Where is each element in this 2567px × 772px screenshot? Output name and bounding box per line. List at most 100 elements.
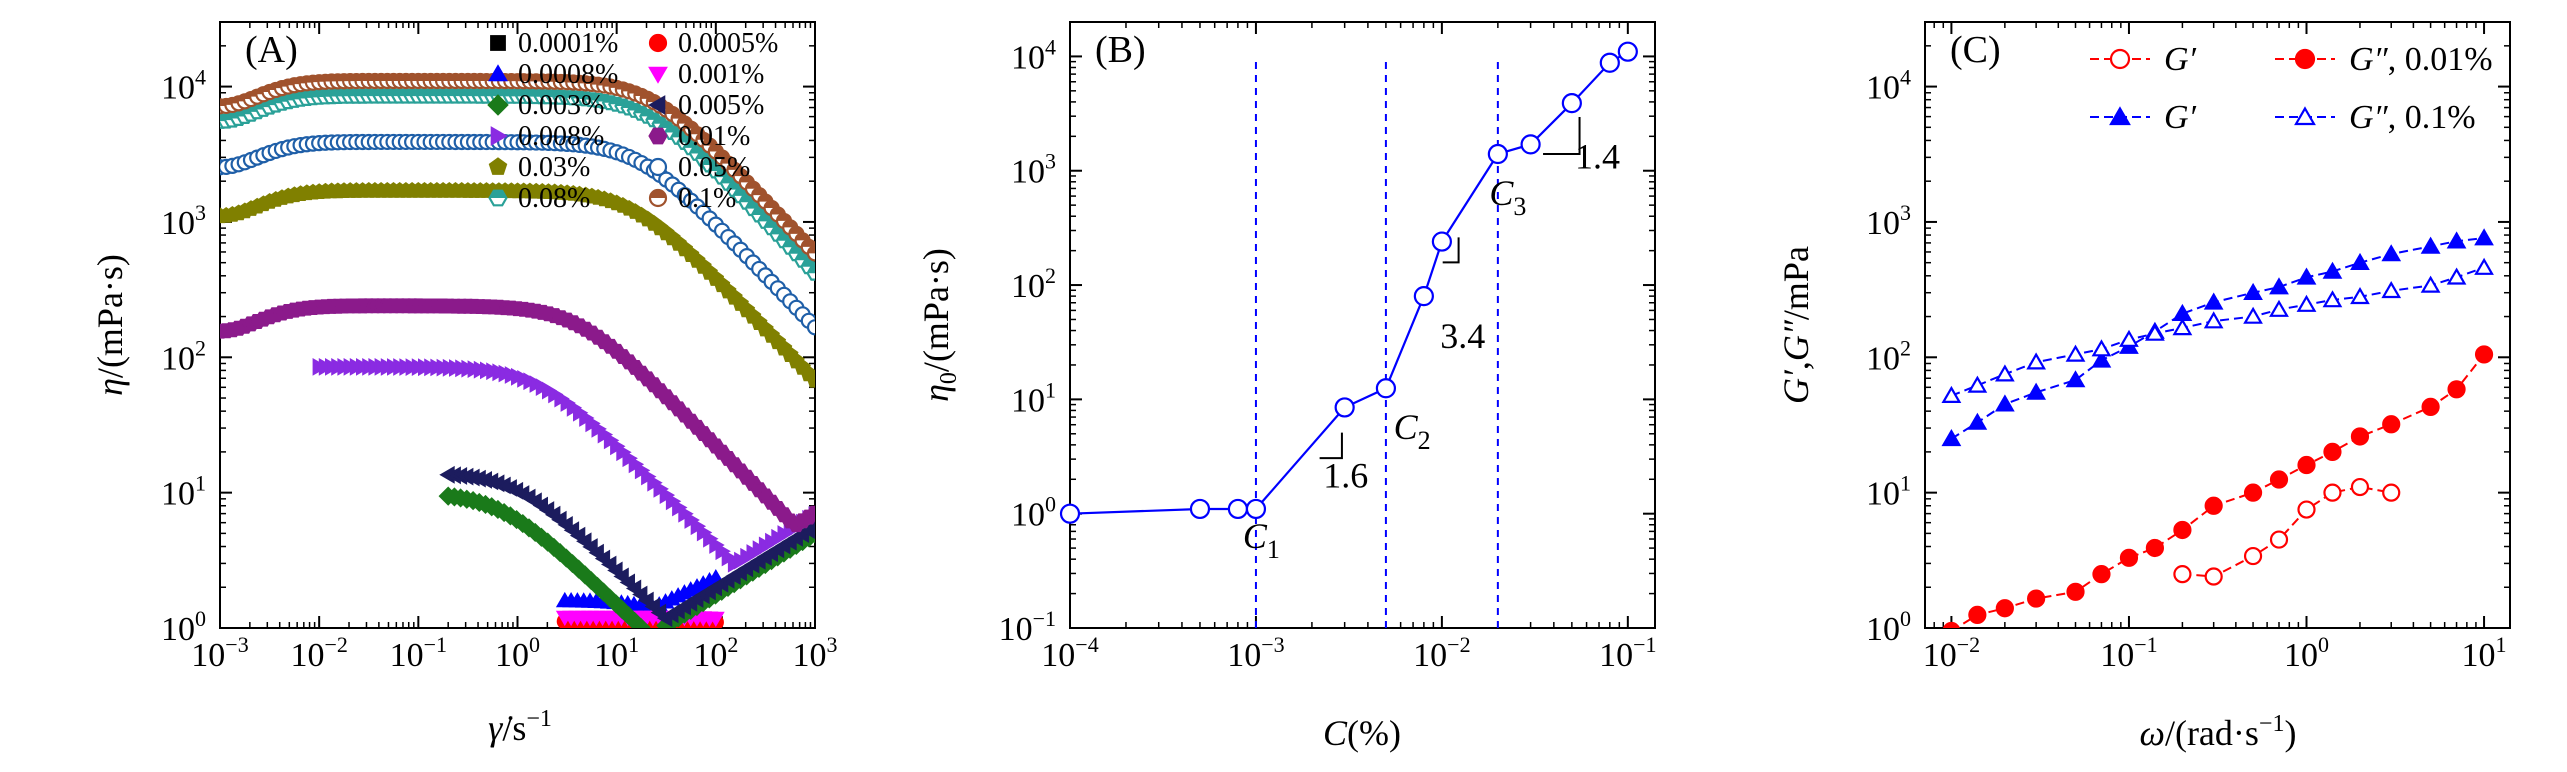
- y-tick-label: 104: [1866, 65, 1911, 107]
- legend-label: G″, 0.01%: [2349, 41, 2493, 78]
- data-point: [1968, 605, 1987, 624]
- data-point: [2446, 267, 2467, 285]
- x-axis-title: C(%): [1323, 713, 1401, 753]
- y-tick-label: 104: [161, 65, 206, 107]
- panel-b-zero-shear-viscosity: 10−4 10−3 10−2 10−1 10−1 100 101 102 103 104 C1 C2 C…: [916, 21, 1657, 753]
- data-point: [2091, 339, 2112, 357]
- y-tick-label: 100: [1866, 606, 1911, 648]
- data-point: [1375, 378, 1397, 399]
- data-point: [806, 265, 815, 281]
- data-point: [2381, 244, 2402, 262]
- x-tick-label: 102: [693, 632, 738, 674]
- data-point: [2204, 567, 2223, 586]
- legend-marker: [648, 95, 666, 115]
- series-0.008%: [312, 357, 815, 573]
- data-point: [1942, 621, 1960, 628]
- data-point: [2119, 548, 2139, 567]
- data-point: [2382, 483, 2401, 502]
- data-point: [2091, 350, 2112, 368]
- y-axis-title: G′,G″/mPa: [1776, 246, 1816, 404]
- legend-label: G′: [2164, 99, 2197, 136]
- y-tick-label: 101: [161, 471, 206, 513]
- y-axis-title: η/(mPa·s): [90, 254, 130, 396]
- data-point: [1059, 503, 1081, 524]
- data-point: [2065, 370, 2086, 388]
- x-tick-label: 10−2: [290, 632, 347, 674]
- legend-label: 0.005%: [678, 90, 764, 121]
- data-point: [2474, 257, 2494, 275]
- data-point: [1189, 498, 1211, 520]
- y-tick-label: 101: [1011, 377, 1056, 419]
- x-tick-label: 10−2: [1923, 632, 1980, 674]
- legend-marker: [490, 35, 506, 51]
- x-tick-label: 101: [594, 632, 639, 674]
- data-point: [2420, 275, 2441, 293]
- x-axis-title: γ̇/s−1: [488, 706, 552, 748]
- series-line: [1069, 50, 1629, 515]
- critical-label: C1: [1243, 516, 1280, 564]
- data-point: [1561, 93, 1582, 114]
- data-point: [2269, 299, 2289, 317]
- series-0.08%: [220, 88, 815, 281]
- slope-label: 3.4: [1440, 316, 1485, 356]
- data-point: [2066, 582, 2085, 601]
- data-point: [2350, 477, 2370, 497]
- data-point: [2243, 282, 2263, 300]
- y-tick-label: 102: [1011, 263, 1056, 305]
- critical-label: C2: [1394, 407, 1431, 455]
- legend-label: 0.08%: [518, 183, 590, 214]
- data-point: [806, 505, 815, 521]
- legend-marker: [488, 64, 508, 82]
- series-0.05%: [220, 133, 815, 336]
- series-0.01%: [220, 298, 815, 533]
- data-point: [2203, 292, 2224, 310]
- data-point: [2297, 500, 2316, 519]
- x-tick-label: 10−3: [1227, 632, 1284, 674]
- data-point: [1599, 52, 1620, 73]
- x-tick-label: 10−1: [2100, 632, 2157, 674]
- slope-triangle: [1543, 116, 1581, 155]
- legend-label: 0.0008%: [518, 59, 618, 90]
- x-axis-title: ω/(rad·s−1): [2140, 711, 2297, 753]
- y-tick-label: 103: [161, 200, 206, 242]
- x-tick-label: 10−2: [1413, 632, 1470, 674]
- data-point: [1967, 375, 1988, 393]
- data-point: [2172, 318, 2193, 336]
- series-line: [1951, 266, 2485, 397]
- slope-triangle: [1319, 432, 1343, 460]
- data-point: [2243, 306, 2263, 324]
- legend-label: G″, 0.1%: [2349, 99, 2476, 136]
- legend-marker: [648, 188, 668, 208]
- data-point: [2026, 352, 2047, 370]
- data-point: [1487, 143, 1508, 165]
- data-point: [1520, 134, 1541, 155]
- data-point: [2474, 228, 2494, 246]
- legend-label: 0.03%: [518, 152, 590, 183]
- data-point: [2027, 589, 2046, 608]
- data-point: [2269, 470, 2289, 489]
- x-tick-label: 103: [793, 632, 838, 674]
- critical-label: C3: [1489, 173, 1526, 221]
- slope-label: 1.6: [1323, 455, 1368, 495]
- data-point: [2026, 382, 2047, 400]
- y-tick-label: 104: [1011, 34, 1056, 76]
- legend-marker: [2109, 48, 2131, 70]
- series-G′-0.01%: [2173, 477, 2401, 586]
- panel-c-data: [1941, 228, 2494, 628]
- y-tick-label: 102: [161, 335, 206, 377]
- series-line: [1950, 237, 2485, 440]
- panel-c-moduli-vs-frequency: 10−2 10−1 100 101 100 101 102 103 104 G′ G″, 0.01%…: [1776, 21, 2511, 753]
- data-point: [2243, 483, 2263, 502]
- series-G″-0.1%: [1941, 257, 2494, 403]
- data-point: [2144, 323, 2165, 341]
- data-point: [2350, 427, 2370, 446]
- y-tick-label: 10−1: [999, 606, 1056, 648]
- data-point: [806, 521, 815, 532]
- series-G′-0.1%: [1941, 228, 2494, 447]
- panel-label-c: (C): [1950, 29, 2001, 71]
- data-point: [2145, 538, 2165, 558]
- data-point: [2420, 236, 2441, 254]
- legend-marker: [488, 189, 508, 207]
- data-point: [2323, 442, 2342, 461]
